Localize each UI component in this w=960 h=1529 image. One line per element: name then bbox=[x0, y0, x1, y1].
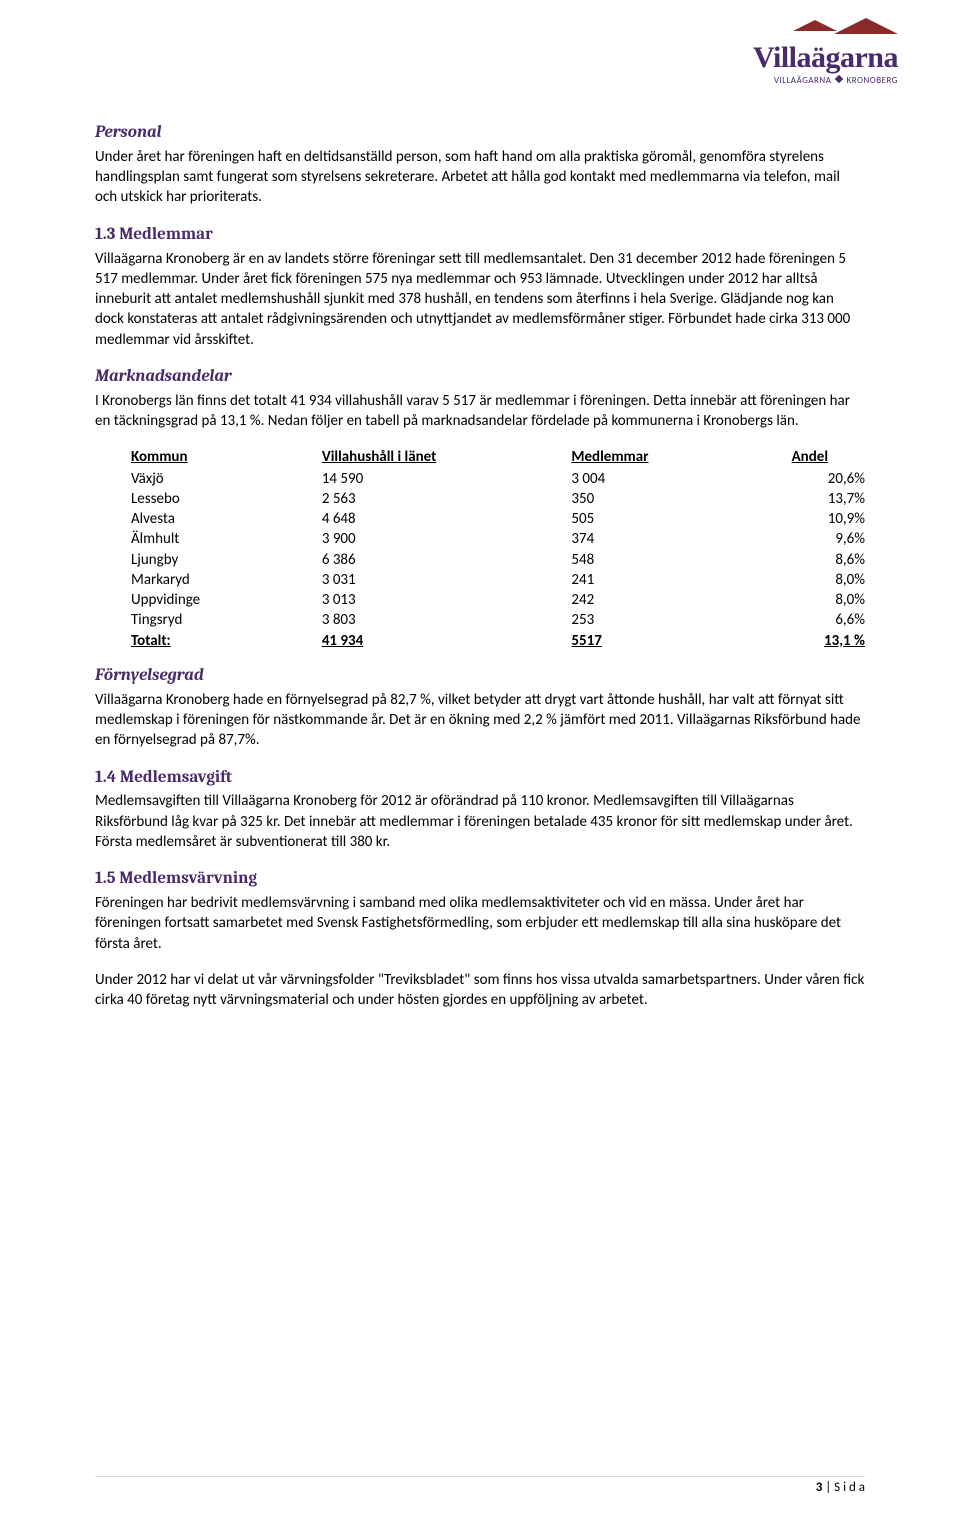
table-cell: 4 648 bbox=[322, 509, 572, 529]
table-cell: Lessebo bbox=[131, 489, 322, 509]
table-cell: Uppvidinge bbox=[131, 590, 322, 610]
body-fornyelse: Villaägarna Kronoberg hade en förnyelseg… bbox=[95, 690, 865, 751]
table-cell: 9,6% bbox=[792, 529, 865, 549]
footer-sep: | bbox=[822, 1480, 834, 1495]
col-kommun: Kommun bbox=[131, 447, 322, 468]
heading-avgift: 1.4 Medlemsavgift bbox=[95, 767, 865, 790]
table-row: Uppvidinge3 0132428,0% bbox=[131, 590, 865, 610]
heading-medlemmar: 1.3 Medlemmar bbox=[95, 224, 865, 247]
table-cell: Ljungby bbox=[131, 550, 322, 570]
table-cell: Växjö bbox=[131, 469, 322, 489]
logo-sub-right: KRONOBERG bbox=[847, 75, 898, 86]
logo-sub-left: VILLAÄGARNA bbox=[774, 75, 832, 86]
table-cell: 242 bbox=[571, 590, 791, 610]
page-footer: 3 | S i d a bbox=[95, 1476, 865, 1497]
table-cell: 241 bbox=[571, 570, 791, 590]
roof-small-icon bbox=[793, 20, 837, 31]
table-row: Tingsryd3 8032536,6% bbox=[131, 610, 865, 630]
body-medlemmar: Villaägarna Kronoberg är en av landets s… bbox=[95, 249, 865, 350]
table-header-row: Kommun Villahushåll i länet Medlemmar An… bbox=[131, 447, 865, 468]
table-cell: 374 bbox=[571, 529, 791, 549]
body-avgift: Medlemsavgiften till Villaägarna Kronobe… bbox=[95, 791, 865, 852]
table-cell: 3 013 bbox=[322, 590, 572, 610]
table-cell: Markaryd bbox=[131, 570, 322, 590]
heading-marknad: Marknadsandelar bbox=[95, 366, 865, 389]
table-cell: 10,9% bbox=[792, 509, 865, 529]
table-row: Alvesta4 64850510,9% bbox=[131, 509, 865, 529]
document-page: Villaägarna VILLAÄGARNA KRONOBERG Person… bbox=[0, 0, 960, 1529]
table-cell: 3 031 bbox=[322, 570, 572, 590]
table-cell: 3 900 bbox=[322, 529, 572, 549]
body-varvning-p2: Under 2012 har vi delat ut vår värvnings… bbox=[95, 970, 865, 1011]
table-cell: 6 386 bbox=[322, 550, 572, 570]
footer-label: S i d a bbox=[834, 1480, 865, 1495]
body-personal: Under året har föreningen haft en deltid… bbox=[95, 147, 865, 208]
table-total-cell: 41 934 bbox=[322, 631, 572, 651]
table-cell: 3 004 bbox=[571, 469, 791, 489]
logo-subtitle: VILLAÄGARNA KRONOBERG bbox=[753, 75, 898, 87]
body-varvning-p1: Föreningen har bedrivit medlemsvärvning … bbox=[95, 893, 865, 954]
col-medlemmar: Medlemmar bbox=[571, 447, 791, 468]
logo-brand: Villaägarna bbox=[753, 38, 898, 79]
intro-marknad: I Kronobergs län finns det totalt 41 934… bbox=[95, 391, 865, 432]
col-andel: Andel bbox=[792, 447, 865, 468]
table-row: Växjö14 5903 00420,6% bbox=[131, 469, 865, 489]
table-cell: 505 bbox=[571, 509, 791, 529]
table-cell: 8,0% bbox=[792, 590, 865, 610]
table-cell: 2 563 bbox=[322, 489, 572, 509]
table-cell: Älmhult bbox=[131, 529, 322, 549]
logo-roofs bbox=[753, 18, 898, 40]
table-cell: Alvesta bbox=[131, 509, 322, 529]
heading-personal: Personal bbox=[95, 122, 865, 145]
table-total-cell: Totalt: bbox=[131, 631, 322, 651]
table-cell: Tingsryd bbox=[131, 610, 322, 630]
table-cell: 548 bbox=[571, 550, 791, 570]
table-cell: 6,6% bbox=[792, 610, 865, 630]
table-total-cell: 13,1 % bbox=[792, 631, 865, 651]
roof-large-icon bbox=[834, 18, 898, 34]
col-villahushall: Villahushåll i länet bbox=[322, 447, 572, 468]
table-cell: 3 803 bbox=[322, 610, 572, 630]
table-row: Älmhult3 9003749,6% bbox=[131, 529, 865, 549]
table-totals-row: Totalt:41 934551713,1 % bbox=[131, 631, 865, 651]
table-cell: 8,6% bbox=[792, 550, 865, 570]
marknad-table: Kommun Villahushåll i länet Medlemmar An… bbox=[131, 447, 865, 651]
table-row: Lessebo2 56335013,7% bbox=[131, 489, 865, 509]
table-cell: 253 bbox=[571, 610, 791, 630]
table-row: Ljungby6 3865488,6% bbox=[131, 550, 865, 570]
table-cell: 20,6% bbox=[792, 469, 865, 489]
table-row: Markaryd3 0312418,0% bbox=[131, 570, 865, 590]
table-cell: 8,0% bbox=[792, 570, 865, 590]
diamond-icon bbox=[835, 75, 843, 83]
table-cell: 350 bbox=[571, 489, 791, 509]
table-cell: 14 590 bbox=[322, 469, 572, 489]
logo: Villaägarna VILLAÄGARNA KRONOBERG bbox=[753, 18, 898, 87]
heading-varvning: 1.5 Medlemsvärvning bbox=[95, 868, 865, 891]
heading-fornyelse: Förnyelsegrad bbox=[95, 665, 865, 688]
table-cell: 13,7% bbox=[792, 489, 865, 509]
table-total-cell: 5517 bbox=[571, 631, 791, 651]
